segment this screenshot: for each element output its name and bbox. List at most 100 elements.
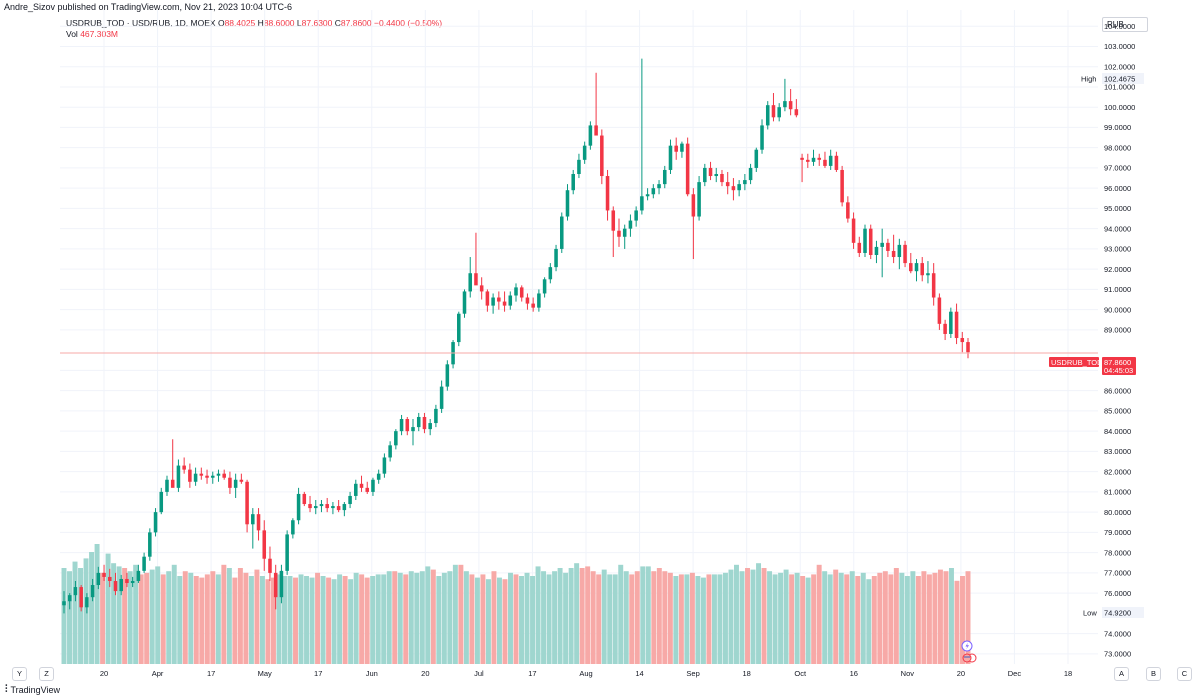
candle xyxy=(725,171,730,195)
scale-button-c[interactable]: C xyxy=(1177,667,1192,681)
candle xyxy=(874,240,879,264)
tradingview-logo[interactable]: ⫶ TradingView xyxy=(5,684,60,695)
candle-body xyxy=(268,558,272,573)
legend-volume-label[interactable]: Vol xyxy=(66,29,78,39)
volume-bar xyxy=(353,572,359,664)
candle xyxy=(193,467,198,486)
candle xyxy=(296,487,301,525)
range-button-y[interactable]: Y xyxy=(12,667,27,681)
candle-body xyxy=(846,202,850,219)
legend-close-value: 87.8600 xyxy=(340,18,372,28)
candle xyxy=(268,546,272,581)
candle-body xyxy=(182,465,186,470)
candle-body xyxy=(497,297,501,302)
volume-bar xyxy=(965,571,971,664)
y-tick-label: 94.0000 xyxy=(1104,224,1131,233)
candle-body xyxy=(765,105,770,126)
event-markers[interactable] xyxy=(961,640,977,663)
candle xyxy=(371,477,375,496)
candle xyxy=(622,224,627,249)
volume-bar xyxy=(910,571,916,664)
volume-bar xyxy=(827,574,833,664)
x-tick-label: 20 xyxy=(421,669,429,678)
scale-button-a[interactable]: A xyxy=(1114,667,1129,681)
candle xyxy=(611,206,616,258)
x-axis-ticks: 20 Apr 17 May 17 Jun 20 Jul 17 Aug 14 Sep 18 Oct 16 Nov… xyxy=(100,669,1072,678)
candle-body xyxy=(359,483,364,488)
candle-body xyxy=(823,159,827,166)
candle-body xyxy=(142,556,146,571)
candle-body xyxy=(210,475,215,478)
candle-body xyxy=(537,293,541,308)
low-marker: Low 74.9200 xyxy=(1083,607,1144,618)
candle xyxy=(228,471,232,494)
candle xyxy=(594,72,598,136)
candle xyxy=(806,153,810,168)
candle-body xyxy=(559,216,564,249)
candle xyxy=(565,184,570,221)
candle-body xyxy=(308,504,312,509)
candle-body xyxy=(680,143,684,152)
volume-bar xyxy=(375,574,381,664)
volume-bar xyxy=(496,577,502,664)
candle xyxy=(605,169,610,221)
volume-bar xyxy=(640,566,646,664)
volume-bar xyxy=(822,571,828,664)
candle-body xyxy=(674,145,678,152)
candle xyxy=(382,453,387,478)
candle xyxy=(291,518,295,539)
candle-body xyxy=(651,188,656,195)
candle-body xyxy=(668,145,673,170)
candle xyxy=(411,419,415,446)
candle xyxy=(600,129,604,185)
volume-bar xyxy=(585,566,591,664)
currency-selector[interactable]: RUB xyxy=(1102,17,1148,32)
volume-bar xyxy=(750,569,756,664)
candle-body xyxy=(708,167,713,177)
volume-bars xyxy=(61,544,971,664)
legend-low-label: L xyxy=(296,18,302,28)
candle xyxy=(628,214,633,237)
volume-bar xyxy=(452,564,458,664)
candle-body xyxy=(354,483,358,496)
y-tick-label: 79.0000 xyxy=(1104,528,1131,537)
volume-bar xyxy=(243,572,249,664)
volume-bar xyxy=(265,579,271,664)
candle-body xyxy=(868,228,873,255)
candle xyxy=(514,283,518,302)
y-tick-label: 99.0000 xyxy=(1104,123,1131,132)
candle-body xyxy=(388,445,392,458)
candle-body xyxy=(262,530,267,559)
x-tick-label: Dec xyxy=(1008,669,1022,678)
candle-body xyxy=(949,311,953,334)
candle xyxy=(737,180,741,197)
volume-bar xyxy=(904,576,910,664)
volume-bar xyxy=(425,566,431,664)
volume-bar xyxy=(899,572,905,664)
range-button-z[interactable]: Z xyxy=(39,667,54,681)
volume-bar xyxy=(160,574,166,664)
x-tick-label: 14 xyxy=(635,669,643,678)
candle xyxy=(451,340,455,369)
legend-symbol[interactable]: USDRUB_TOD · USD/RUB, 1D, MOEX xyxy=(66,18,216,28)
scale-button-b[interactable]: B xyxy=(1146,667,1161,681)
candle xyxy=(233,473,238,498)
candle xyxy=(880,228,884,278)
candle-body xyxy=(720,174,724,183)
volume-bar xyxy=(122,568,128,664)
candle xyxy=(285,530,289,575)
volume-bar xyxy=(177,576,183,664)
volume-bar xyxy=(618,564,624,664)
candle-body xyxy=(279,570,284,598)
volume-bar xyxy=(662,571,668,664)
candle xyxy=(697,176,701,221)
x-tick-label: Oct xyxy=(794,669,807,678)
volume-bar xyxy=(259,576,265,664)
candle-body xyxy=(148,532,152,557)
candle xyxy=(577,153,581,179)
candle xyxy=(909,252,913,274)
candle-body xyxy=(594,125,598,136)
volume-bar xyxy=(199,577,205,664)
y-tick-label: 96.0000 xyxy=(1104,184,1131,193)
